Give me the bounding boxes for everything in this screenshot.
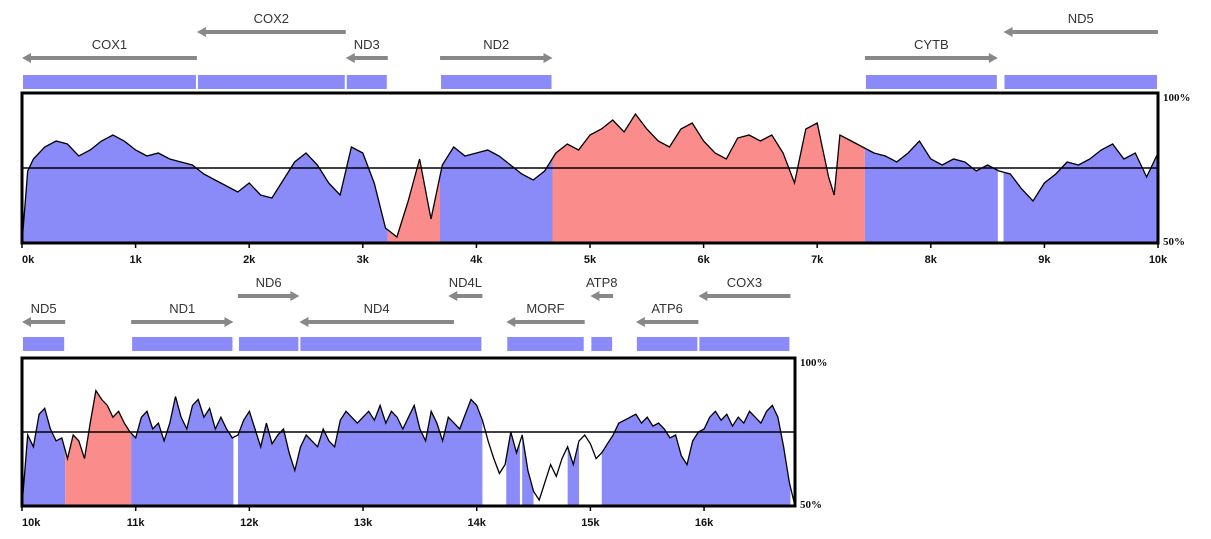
top-gene-label-cox2: COX2 bbox=[254, 11, 289, 26]
top-region-coding-5 bbox=[1003, 144, 1158, 243]
top-gene-arrow-cytb bbox=[864, 53, 998, 63]
top-gene-bar-nd5 bbox=[1004, 75, 1157, 89]
bottom-region-coding-4 bbox=[506, 432, 520, 506]
top-gene-bar-cox1 bbox=[23, 75, 196, 89]
bottom-gene-bar-nd4l bbox=[449, 337, 482, 351]
top-x-tick-label: 5k bbox=[584, 254, 597, 266]
bottom-region-noncoding-1 bbox=[65, 390, 132, 506]
bottom-gene-label-nd6: ND6 bbox=[256, 275, 282, 290]
bottom-gene-arrow-atp8 bbox=[590, 291, 614, 301]
bottom-y-label-min: 50% bbox=[800, 499, 822, 511]
bottom-gene-label-cox3: COX3 bbox=[727, 275, 762, 290]
bottom-gene-label-nd5: ND5 bbox=[31, 301, 57, 316]
bottom-region-coding-3 bbox=[237, 399, 483, 506]
bottom-plot-frame bbox=[20, 356, 797, 508]
top-y-label-min: 50% bbox=[1163, 236, 1185, 248]
bottom-y-label-max: 100% bbox=[800, 357, 828, 369]
bottom-gene-arrow-nd5 bbox=[22, 317, 66, 327]
bottom-gene-arrow-atp6 bbox=[635, 317, 699, 327]
top-x-tick-label: 3k bbox=[357, 254, 370, 266]
top-gene-label-nd3: ND3 bbox=[354, 37, 380, 52]
top-gene-arrow-nd2 bbox=[440, 53, 553, 63]
bottom-region-coding-0 bbox=[22, 408, 66, 506]
bottom-gene-bar-atp6 bbox=[636, 337, 698, 351]
top-x-tick-label: 8k bbox=[925, 254, 938, 266]
top-region-coding-2 bbox=[440, 147, 553, 243]
top-region-coding-0 bbox=[22, 135, 388, 243]
bottom-gene-label-nd4: ND4 bbox=[364, 301, 390, 316]
bottom-gene-label-atp6: ATP6 bbox=[651, 301, 683, 316]
bottom-gene-bar-morf bbox=[507, 337, 584, 351]
top-region-noncoding-1 bbox=[387, 159, 441, 243]
top-gene-bar-cytb bbox=[865, 75, 997, 89]
top-x-tick-label: 1k bbox=[129, 254, 142, 266]
bottom-gene-arrow-nd1 bbox=[131, 317, 234, 327]
top-region-noncoding-3 bbox=[552, 114, 865, 243]
bottom-x-tick-label: 12k bbox=[240, 517, 259, 529]
bottom-x-tick-label: 10k bbox=[22, 517, 41, 529]
top-gene-label-nd5: ND5 bbox=[1068, 11, 1094, 26]
bottom-gene-label-atp8: ATP8 bbox=[586, 275, 618, 290]
bottom-x-tick-label: 15k bbox=[581, 517, 600, 529]
top-x-tick-label: 4k bbox=[470, 254, 483, 266]
bottom-gene-bar-cox3 bbox=[699, 337, 790, 351]
bottom-gene-arrow-nd4l bbox=[448, 291, 483, 301]
bottom-x-tick-label: 13k bbox=[354, 517, 373, 529]
bottom-x-tick-label: 14k bbox=[468, 517, 487, 529]
bottom-x-tick-label: 16k bbox=[695, 517, 714, 529]
top-gene-label-cox1: COX1 bbox=[92, 37, 127, 52]
top-gene-bar-nd2 bbox=[441, 75, 552, 89]
bottom-x-tick-label: 11k bbox=[127, 517, 146, 529]
top-gene-arrow-nd5 bbox=[1003, 27, 1158, 37]
panel-bottom: 100% 50% 10k 11k 12k 13k 14k 15k 16k ND5 ND1 ND6 ND4… bbox=[20, 275, 828, 529]
top-gene-bar-cox2 bbox=[197, 75, 345, 89]
bottom-gene-arrow-nd6 bbox=[237, 291, 300, 301]
bottom-gene-bar-nd6 bbox=[238, 337, 299, 351]
top-gene-arrow-nd3 bbox=[345, 53, 388, 63]
top-x-tick-label: 2k bbox=[243, 254, 256, 266]
top-region-coding-4 bbox=[864, 141, 998, 243]
bottom-gene-label-nd1: ND1 bbox=[169, 301, 195, 316]
bottom-gene-arrow-nd4 bbox=[299, 317, 454, 327]
top-x-tick-label: 6k bbox=[697, 254, 710, 266]
bottom-gene-bar-atp8 bbox=[591, 337, 613, 351]
bottom-region-coding-7 bbox=[601, 405, 791, 506]
top-y-label-max: 100% bbox=[1163, 92, 1191, 104]
top-gene-bar-nd3 bbox=[346, 75, 387, 89]
top-gene-label-cytb: CYTB bbox=[914, 37, 949, 52]
top-x-tick-label: 0k bbox=[22, 254, 35, 266]
panel-top: 100% 50% 0k 1k 2k 3k 4k 5k 6k 7k 8k 9k 10k COX1 COX2 ND… bbox=[20, 11, 1191, 266]
bottom-gene-arrow-cox3 bbox=[698, 291, 791, 301]
bottom-gene-label-morf: MORF bbox=[526, 301, 564, 316]
top-gene-arrow-cox1 bbox=[22, 53, 197, 63]
top-x-tick-label: 10k bbox=[1149, 254, 1168, 266]
top-similarity-line bbox=[21, 112, 1159, 244]
top-gene-label-nd2: ND2 bbox=[483, 37, 509, 52]
top-gene-arrow-cox2 bbox=[196, 27, 346, 37]
top-x-tick-label: 9k bbox=[1038, 254, 1051, 266]
bottom-gene-bar-nd5 bbox=[23, 337, 65, 351]
bottom-gene-bar-nd1 bbox=[132, 337, 233, 351]
bottom-gene-arrow-morf bbox=[506, 317, 585, 327]
bottom-gene-bar-nd4 bbox=[300, 337, 453, 351]
bottom-gene-label-nd4l: ND4L bbox=[449, 275, 482, 290]
top-x-tick-label: 7k bbox=[811, 254, 824, 266]
bottom-region-coding-2 bbox=[131, 396, 234, 506]
